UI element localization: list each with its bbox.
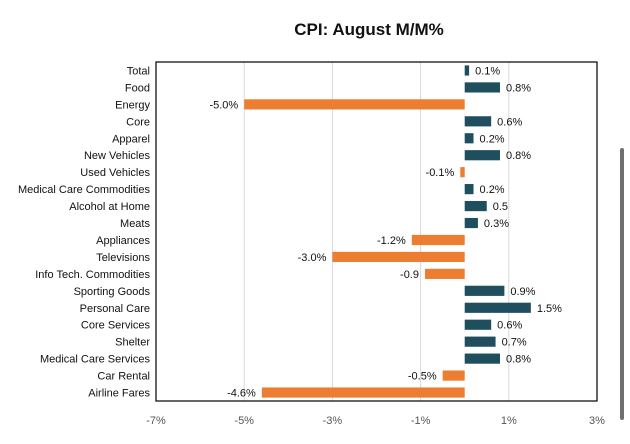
x-tick-label-3: -1% xyxy=(411,415,431,427)
data-label-10: -1.2% xyxy=(377,235,406,247)
bar-18 xyxy=(442,370,465,381)
category-label-16: Shelter xyxy=(115,337,150,349)
bar-12 xyxy=(425,268,465,279)
category-label-6: Used Vehicles xyxy=(80,167,150,179)
chart-title: CPI: August M/M% xyxy=(294,20,444,39)
x-tick-label-0: -7% xyxy=(146,415,166,427)
bar-9 xyxy=(464,217,478,229)
category-label-17: Medical Care Services xyxy=(40,354,151,366)
category-label-19: Airline Fares xyxy=(88,388,150,400)
bar-1 xyxy=(464,82,500,93)
bar-13 xyxy=(464,285,505,296)
bar-19 xyxy=(261,387,465,398)
category-label-3: Core xyxy=(126,116,150,128)
category-label-7: Medical Care Commodities xyxy=(18,184,151,196)
data-label-14: 1.5% xyxy=(537,303,562,315)
data-label-17: 0.8% xyxy=(506,354,531,366)
data-label-19: -4.6% xyxy=(227,388,256,400)
bar-11 xyxy=(332,251,465,263)
data-label-12: -0.9 xyxy=(400,269,419,281)
category-label-11: Televisions xyxy=(96,252,150,264)
data-label-8: 0.5 xyxy=(493,201,508,213)
bar-6 xyxy=(460,167,465,178)
category-label-9: Meats xyxy=(120,218,150,230)
data-label-11: -3.0% xyxy=(298,252,327,264)
category-label-13: Sporting Goods xyxy=(74,286,151,298)
x-tick-label-4: 1% xyxy=(501,415,517,427)
data-label-5: 0.8% xyxy=(506,150,531,162)
bar-3 xyxy=(464,116,492,127)
category-label-0: Total xyxy=(127,65,150,77)
category-label-1: Food xyxy=(125,82,150,94)
category-label-14: Personal Care xyxy=(80,303,150,315)
data-label-15: 0.6% xyxy=(497,320,522,332)
bar-17 xyxy=(464,353,500,364)
category-label-18: Car Rental xyxy=(97,371,150,383)
data-label-0: 0.1% xyxy=(475,65,500,77)
category-label-10: Appliances xyxy=(96,235,150,247)
data-label-1: 0.8% xyxy=(506,82,531,94)
bar-0 xyxy=(464,65,470,76)
data-label-2: -5.0% xyxy=(209,99,238,111)
category-label-15: Core Services xyxy=(81,320,151,332)
bar-8 xyxy=(464,200,487,212)
data-label-7: 0.2% xyxy=(480,184,505,196)
category-label-8: Alcohol at Home xyxy=(69,201,150,213)
category-label-5: New Vehicles xyxy=(84,150,151,162)
category-label-2: Energy xyxy=(115,99,150,111)
category-label-12: Info Tech. Commodities xyxy=(35,269,150,281)
data-label-6: -0.1% xyxy=(426,167,455,179)
plot-frame xyxy=(155,61,598,402)
data-label-4: 0.2% xyxy=(480,133,505,145)
bar-15 xyxy=(464,319,492,330)
data-label-18: -0.5% xyxy=(408,371,437,383)
category-label-4: Apparel xyxy=(112,133,150,145)
data-label-13: 0.9% xyxy=(510,286,535,298)
bar-14 xyxy=(464,302,531,313)
bar-2 xyxy=(244,99,465,110)
vertical-scrollbar[interactable] xyxy=(620,148,624,420)
x-tick-label-1: -5% xyxy=(234,415,254,427)
x-tick-label-5: 3% xyxy=(589,415,605,427)
data-label-3: 0.6% xyxy=(497,116,522,128)
data-label-9: 0.3% xyxy=(484,218,509,230)
data-label-16: 0.7% xyxy=(502,337,527,349)
bar-16 xyxy=(464,336,496,347)
bar-5 xyxy=(464,150,500,161)
bar-4 xyxy=(464,133,474,144)
bar-10 xyxy=(411,234,465,246)
bar-7 xyxy=(464,184,474,195)
x-tick-label-2: -3% xyxy=(323,415,343,427)
